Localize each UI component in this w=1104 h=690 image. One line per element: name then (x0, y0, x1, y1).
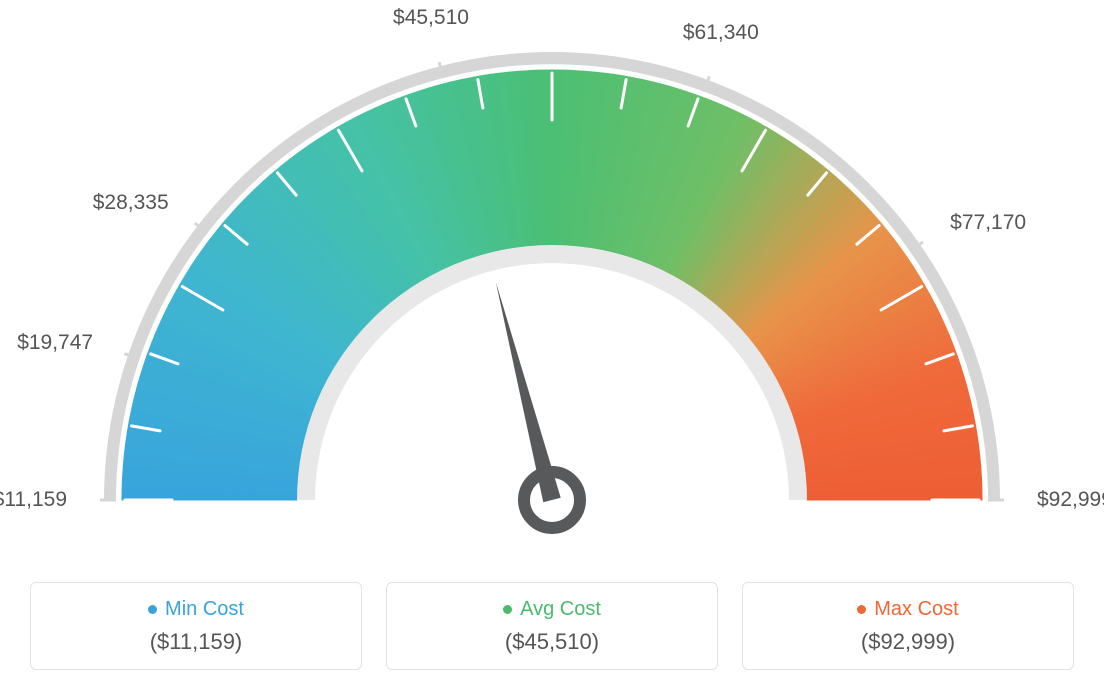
legend-value-max: ($92,999) (861, 629, 955, 655)
legend-card-avg: Avg Cost ($45,510) (386, 582, 718, 670)
gauge-svg (0, 0, 1104, 560)
legend-card-min: Min Cost ($11,159) (30, 582, 362, 670)
legend-title-max-text: Max Cost (874, 598, 958, 621)
gauge-chart-container: $11,159 $19,747 $28,335 $45,510 $61,340 $77,1… (0, 0, 1104, 690)
legend-title-max: Max Cost (857, 598, 958, 621)
tick-label: $19,747 (17, 331, 93, 355)
legend-row: Min Cost ($11,159) Avg Cost ($45,510) Ma… (0, 570, 1104, 690)
legend-dot-avg (503, 605, 512, 614)
legend-title-min-text: Min Cost (165, 598, 244, 621)
legend-card-max: Max Cost ($92,999) (742, 582, 1074, 670)
tick-label: $28,335 (93, 191, 169, 215)
legend-value-avg: ($45,510) (505, 629, 599, 655)
tick-label: $11,159 (0, 488, 67, 512)
gauge-area: $11,159 $19,747 $28,335 $45,510 $61,340 $77,1… (0, 0, 1104, 560)
tick-label: $45,510 (393, 6, 469, 30)
legend-dot-min (148, 605, 157, 614)
legend-value-min: ($11,159) (150, 629, 243, 655)
tick-label: $77,170 (950, 211, 1026, 235)
legend-title-avg: Avg Cost (503, 598, 601, 621)
legend-title-avg-text: Avg Cost (520, 598, 601, 621)
legend-dot-max (857, 605, 866, 614)
legend-title-min: Min Cost (148, 598, 244, 621)
tick-label: $92,999 (1037, 488, 1104, 512)
tick-label: $61,340 (683, 21, 759, 45)
